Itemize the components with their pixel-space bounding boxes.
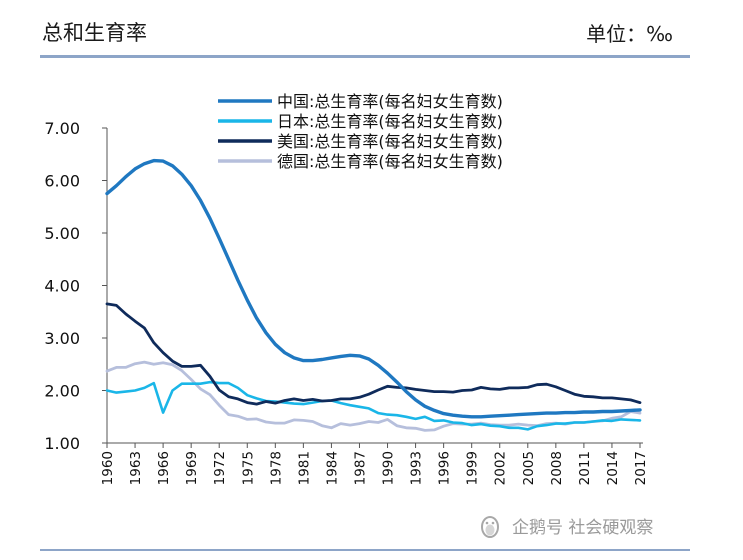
penguin-logo-icon — [481, 516, 499, 538]
legend-label-china: 中国:总生育率(每名妇女生育数) — [277, 92, 503, 111]
x-tick-label: 1972 — [212, 451, 228, 485]
legend-label-usa: 美国:总生育率(每名妇女生育数) — [277, 132, 503, 151]
y-tick-label: 5.00 — [44, 224, 80, 243]
x-tick-label: 1984 — [324, 451, 340, 485]
x-tick-label: 1966 — [156, 451, 172, 485]
x-tick-label: 2011 — [577, 451, 593, 485]
header-divider — [40, 55, 690, 58]
chart-title: 总和生育率 — [42, 21, 147, 45]
axes: 7.00 6.00 5.00 4.00 3.00 2.00 1.00 1960 1963 1966… — [44, 119, 649, 485]
x-tick-label: 2014 — [605, 451, 621, 485]
y-tick-label: 1.00 — [44, 434, 80, 453]
series-line-china — [105, 158, 642, 419]
x-tick-label: 1999 — [465, 451, 481, 485]
x-tick-label: 1975 — [240, 451, 256, 485]
legend-label-japan: 日本:总生育率(每名妇女生育数) — [277, 112, 503, 131]
x-tick-label: 1960 — [100, 451, 116, 485]
x-tick-label: 2005 — [521, 451, 537, 485]
footer-divider — [40, 549, 690, 551]
x-tick-label: 1963 — [128, 451, 144, 485]
x-tick-label: 1981 — [296, 451, 312, 485]
watermark-text: 企鹅号 社会硬观察 — [512, 518, 653, 538]
series-line-germany — [105, 360, 642, 432]
series-line-japan — [105, 380, 642, 431]
unit-label: 单位：‰ — [586, 22, 673, 46]
x-tick-label: 1990 — [381, 451, 397, 485]
x-tick-label: 1993 — [409, 451, 425, 485]
x-tick-label: 1996 — [437, 451, 453, 485]
y-tick-label: 7.00 — [44, 119, 80, 138]
watermark: 企鹅号 社会硬观察 — [481, 516, 653, 538]
x-tick-label: 1987 — [352, 451, 368, 485]
y-tick-label: 4.00 — [44, 277, 80, 296]
series-lines — [105, 158, 642, 432]
legend: 中国:总生育率(每名妇女生育数) 日本:总生育率(每名妇女生育数) 美国:总生育… — [218, 92, 503, 171]
y-tick-label: 2.00 — [44, 382, 80, 401]
x-tick-label: 1969 — [184, 451, 200, 485]
x-tick-label: 2002 — [493, 451, 509, 485]
series-line-usa — [105, 302, 642, 406]
x-tick-label: 2008 — [549, 451, 565, 485]
x-tick-label: 1978 — [268, 451, 284, 485]
x-tick-label: 2017 — [633, 451, 649, 485]
legend-label-germany: 德国:总生育率(每名妇女生育数) — [277, 152, 503, 171]
y-tick-label: 3.00 — [44, 329, 80, 348]
y-tick-label: 6.00 — [44, 172, 80, 191]
